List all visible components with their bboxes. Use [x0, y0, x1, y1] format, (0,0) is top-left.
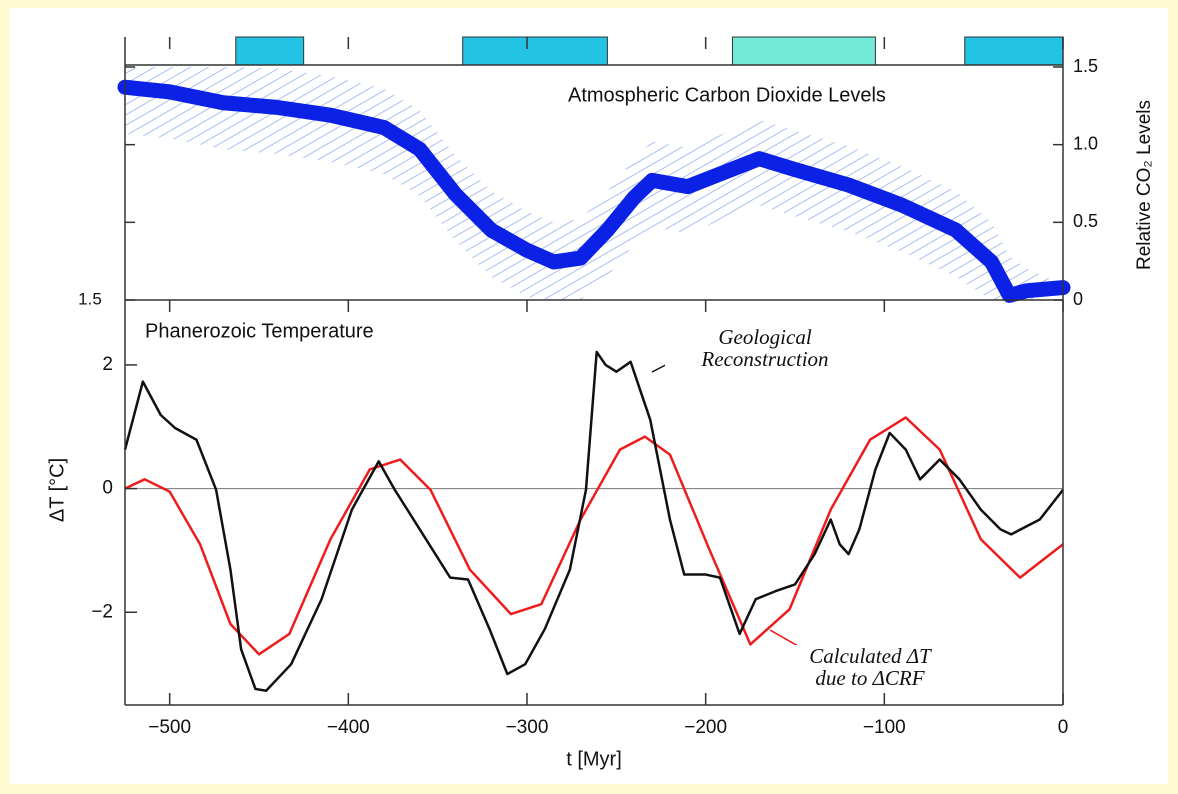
y-tick-label: 0: [102, 478, 113, 499]
top-y-label: Relative CO₂ Levels: [1134, 100, 1155, 270]
series-annotation: Calculated ΔT due to ΔCRF: [795, 645, 945, 689]
top-title: Atmospheric Carbon Dioxide Levels: [568, 84, 886, 106]
x-tick-label: −200: [684, 717, 727, 738]
y-tick-label: 1.0: [1073, 133, 1098, 153]
x-tick-label: −400: [327, 717, 370, 738]
x-tick-label: −500: [148, 717, 191, 738]
period-band: [462, 36, 608, 66]
period-band: [964, 36, 1064, 66]
x-tick-label: 0: [1058, 717, 1069, 738]
period-band: [731, 36, 876, 66]
temperature-line: [124, 416, 1064, 656]
y-tick-label: −2: [91, 601, 113, 622]
y-tick-label: 1.5: [1073, 56, 1098, 76]
bottom-title: Phanerozoic Temperature: [145, 320, 374, 342]
y-tick-label: 2: [102, 354, 113, 375]
x-tick-label: −100: [863, 717, 906, 738]
y-tick-label: 0.5: [1073, 211, 1098, 231]
y-tick-label: 0: [1073, 289, 1083, 309]
bottom-y-label: ΔT [°C]: [46, 458, 68, 522]
temperature-line: [123, 350, 1064, 693]
co2-line: [117, 79, 1071, 303]
period-band: [235, 36, 305, 66]
x-tick-label: −300: [506, 717, 549, 738]
x-label: t [Myr]: [566, 748, 622, 770]
corner-label: 1.5: [78, 289, 102, 308]
series-annotation: Geological Reconstruction: [665, 326, 865, 370]
